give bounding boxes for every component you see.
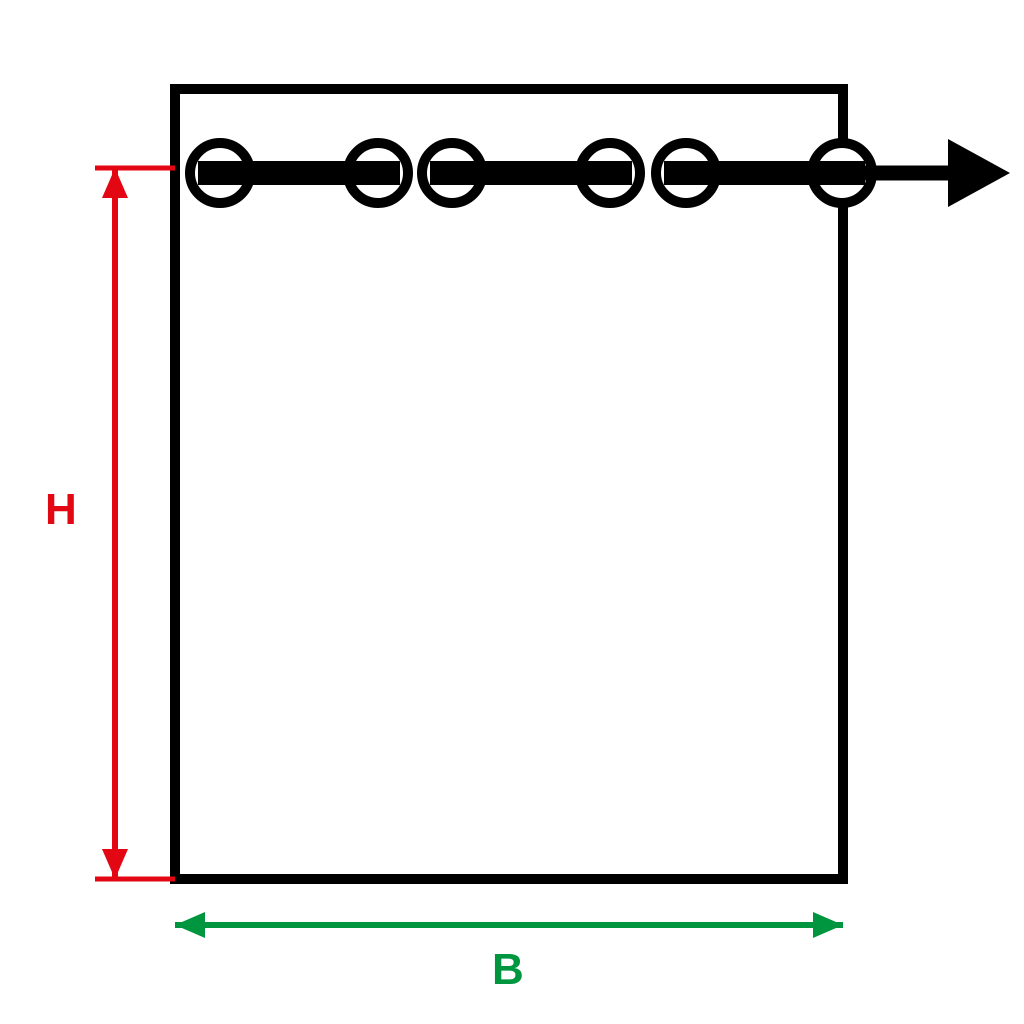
diagram-svg xyxy=(0,0,1024,1024)
width-arrow-right-icon xyxy=(813,912,843,938)
height-arrow-down-icon xyxy=(102,849,128,879)
width-arrow-left-icon xyxy=(175,912,205,938)
rod-arrow-head-icon xyxy=(948,139,1010,207)
rod-segment xyxy=(664,161,865,185)
rod-arrow-shaft xyxy=(865,166,948,181)
rod-segment xyxy=(198,161,400,185)
height-dimension-label: H xyxy=(45,488,77,532)
height-arrow-up-icon xyxy=(102,168,128,198)
curtain-panel xyxy=(175,89,843,879)
rod-segment xyxy=(430,161,632,185)
width-dimension-label: B xyxy=(492,948,524,992)
diagram-canvas: H B xyxy=(0,0,1024,1024)
